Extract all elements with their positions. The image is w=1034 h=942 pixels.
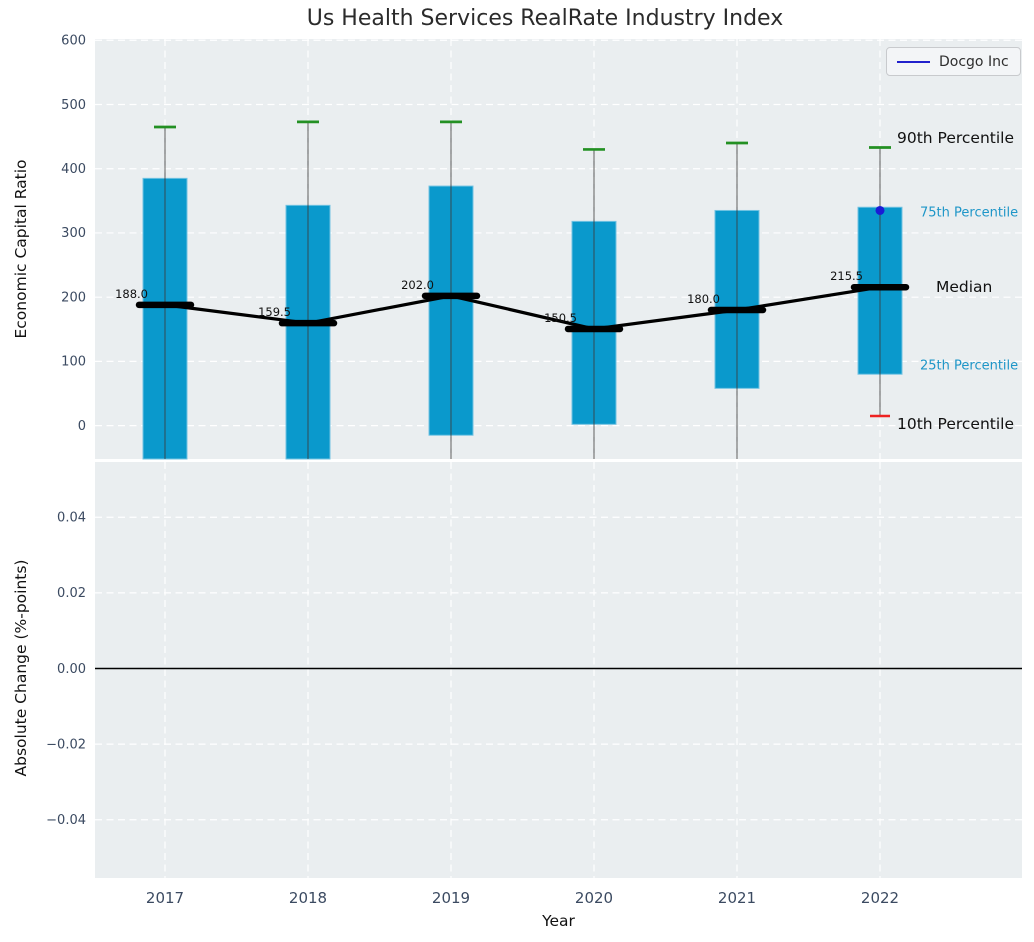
y-axis-label-bottom: Absolute Change (%-points) <box>12 559 30 777</box>
median-value-label: 159.5 <box>258 305 291 319</box>
x-tick-label: 2019 <box>432 889 470 907</box>
y-tick-label-bottom: −0.04 <box>46 813 86 828</box>
y-tick-label-bottom: −0.02 <box>46 737 86 752</box>
median-value-label: 150.5 <box>544 311 577 325</box>
y-tick-label-bottom: 0.04 <box>57 511 86 526</box>
x-tick-label: 2021 <box>718 889 756 907</box>
median-value-label: 188.0 <box>115 287 148 301</box>
y-tick-label-bottom: 0.02 <box>57 586 86 601</box>
x-axis-label: Year <box>542 912 575 930</box>
y-axis-label-top: Economic Capital Ratio <box>12 159 30 339</box>
y-tick-label-top: 0 <box>78 419 86 434</box>
x-tick-label: 2018 <box>289 889 327 907</box>
y-tick-label-top: 300 <box>61 226 86 241</box>
y-tick-label-top: 100 <box>61 355 86 370</box>
annotation-median: Median <box>936 278 993 296</box>
y-tick-label-bottom: 0.00 <box>57 662 86 677</box>
x-tick-label: 2017 <box>146 889 184 907</box>
x-tick-label: 2022 <box>861 889 899 907</box>
y-tick-label-top: 200 <box>61 290 86 305</box>
docgo-point <box>875 205 885 215</box>
chart-title: Us Health Services RealRate Industry Ind… <box>306 6 784 31</box>
median-value-label: 180.0 <box>687 292 720 306</box>
annotation-90th-percentile: 90th Percentile <box>897 129 1015 147</box>
annotation-75th-percentile: 75th Percentile <box>920 205 1019 221</box>
x-tick-label: 2020 <box>575 889 613 907</box>
bottom-plot-background <box>95 462 1022 878</box>
legend-line-sample <box>897 60 930 63</box>
legend: Docgo Inc <box>886 47 1021 76</box>
y-tick-label-top: 500 <box>61 98 86 113</box>
annotation-10th-percentile: 10th Percentile <box>897 415 1015 433</box>
median-value-label: 215.5 <box>830 269 863 283</box>
y-tick-label-top: 400 <box>61 162 86 177</box>
legend-label: Docgo Inc <box>939 53 1009 70</box>
annotation-25th-percentile: 25th Percentile <box>920 358 1019 374</box>
median-value-label: 202.0 <box>401 278 434 292</box>
y-tick-label-top: 600 <box>61 34 86 49</box>
